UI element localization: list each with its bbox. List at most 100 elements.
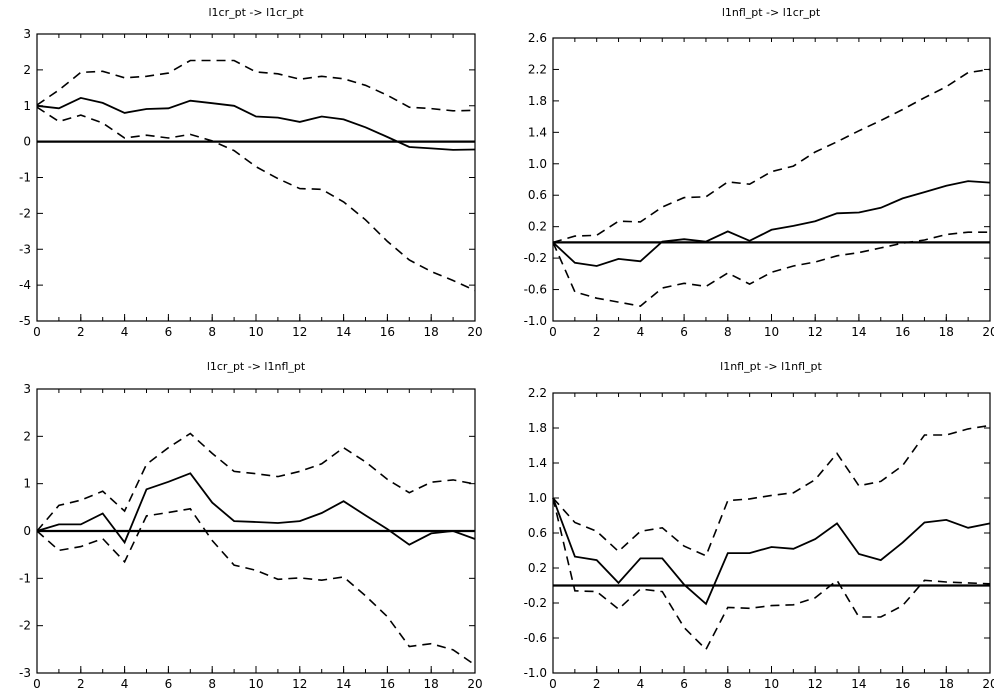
x-tick-label: 0 — [33, 325, 41, 339]
y-tick-label: 0 — [23, 135, 31, 149]
x-tick-label: 0 — [549, 677, 557, 691]
x-tick-label: 2 — [77, 325, 85, 339]
impulse-panel-2: l1nfl_pt -> l1cr_pt -1.0 -0.6 -0.2 0.2 0.6 1.0… — [524, 6, 994, 339]
x-tick-label: 0 — [33, 677, 41, 691]
x-tick-label: 10 — [764, 325, 779, 339]
y-tick-label: -0.2 — [524, 596, 547, 610]
y-tick-label: 1.4 — [528, 125, 547, 139]
y-tick-label: -1 — [19, 571, 31, 585]
x-tick-label: 16 — [895, 325, 910, 339]
upper-band-line — [36, 432, 476, 532]
x-tick-label: 12 — [808, 325, 823, 339]
panel-title: l1cr_pt -> l1cr_pt — [208, 6, 304, 19]
x-tick-label: 10 — [764, 677, 779, 691]
response-line — [36, 472, 476, 546]
x-tick-label: 10 — [248, 677, 263, 691]
x-tick-label: 18 — [424, 325, 439, 339]
x-tick-label: 12 — [292, 325, 307, 339]
y-tick-label: 1.0 — [528, 157, 547, 171]
x-tick-label: 10 — [248, 325, 263, 339]
x-tick-label: 16 — [895, 677, 910, 691]
y-tick-label: 0.2 — [528, 561, 547, 575]
x-tick-label: 14 — [336, 325, 351, 339]
y-tick-label: 0.6 — [528, 526, 547, 540]
y-tick-label: 2.6 — [528, 31, 547, 45]
x-tick-label: 20 — [467, 677, 482, 691]
x-tick-label: 6 — [165, 325, 173, 339]
plot-frame — [36, 33, 476, 322]
y-tick-label: 0.6 — [528, 188, 547, 202]
x-tick-label: 6 — [165, 677, 173, 691]
y-tick-label: 2 — [23, 429, 31, 443]
y-tick-label: -0.6 — [524, 283, 547, 297]
panel-title: l1cr_pt -> l1nfl_pt — [207, 360, 306, 373]
x-tick-label: 12 — [808, 677, 823, 691]
y-tick-label: -0.6 — [524, 631, 547, 645]
x-tick-label: 6 — [680, 325, 688, 339]
x-tick-label: 4 — [121, 677, 129, 691]
y-tick-label: 1.8 — [528, 94, 547, 108]
x-tick-label: 18 — [939, 677, 954, 691]
plot-frame — [552, 37, 991, 322]
plot-frame — [36, 388, 476, 674]
y-tick-label: -2 — [19, 619, 31, 633]
x-tick-label: 2 — [77, 677, 85, 691]
response-line — [552, 180, 991, 267]
x-tick-label: 8 — [208, 677, 216, 691]
x-tick-label: 2 — [593, 325, 601, 339]
y-tick-label: 2.2 — [528, 386, 547, 400]
x-tick-label: 0 — [549, 325, 557, 339]
x-tick-label: 8 — [724, 677, 732, 691]
y-tick-label: 3 — [23, 382, 31, 396]
x-tick-label: 14 — [851, 677, 866, 691]
x-tick-label: 16 — [380, 677, 395, 691]
x-tick-label: 14 — [851, 325, 866, 339]
upper-band-line — [552, 68, 991, 244]
y-tick-label: 1.0 — [528, 491, 547, 505]
y-tick-label: 1.8 — [528, 421, 547, 435]
y-tick-label: 1.4 — [528, 456, 547, 470]
response-line — [552, 497, 991, 606]
panel-title: l1nfl_pt -> l1cr_pt — [722, 6, 821, 19]
y-tick-label: 1 — [23, 477, 31, 491]
response-line — [36, 96, 476, 151]
x-tick-label: 20 — [982, 325, 994, 339]
x-tick-label: 4 — [637, 677, 645, 691]
x-tick-label: 8 — [724, 325, 732, 339]
x-tick-label: 2 — [593, 677, 601, 691]
x-tick-label: 6 — [680, 677, 688, 691]
x-tick-label: 4 — [121, 325, 129, 339]
lower-band-line — [36, 507, 476, 666]
x-tick-label: 20 — [982, 677, 994, 691]
y-tick-label: -0.2 — [524, 251, 547, 265]
panel-title: l1nfl_pt -> l1nfl_pt — [720, 360, 822, 373]
y-tick-label: -4 — [19, 278, 31, 292]
y-tick-label: -1.0 — [524, 314, 547, 328]
y-tick-label: -3 — [19, 666, 31, 680]
plot-frame — [552, 392, 991, 674]
impulse-panel-4: l1nfl_pt -> l1nfl_pt -1.0 -0.6 -0.2 0.2 0.6 1.… — [524, 360, 994, 691]
y-tick-label: 2.2 — [528, 62, 547, 76]
x-tick-label: 18 — [939, 325, 954, 339]
y-tick-label: -1 — [19, 171, 31, 185]
y-tick-label: 0 — [23, 524, 31, 538]
x-tick-label: 16 — [380, 325, 395, 339]
y-tick-label: 0.2 — [528, 220, 547, 234]
x-tick-label: 12 — [292, 677, 307, 691]
lower-band-line — [36, 106, 476, 292]
x-tick-label: 4 — [637, 325, 645, 339]
x-tick-label: 20 — [467, 325, 482, 339]
y-tick-label: -2 — [19, 206, 31, 220]
y-tick-label: -1.0 — [524, 666, 547, 680]
y-tick-label: 1 — [23, 99, 31, 113]
lower-band-line — [552, 231, 990, 307]
y-tick-label: 3 — [23, 27, 31, 41]
x-tick-label: 18 — [424, 677, 439, 691]
x-tick-label: 14 — [336, 677, 351, 691]
x-tick-label: 8 — [208, 325, 216, 339]
y-tick-label: -5 — [19, 314, 31, 328]
lower-band-line — [552, 497, 991, 651]
